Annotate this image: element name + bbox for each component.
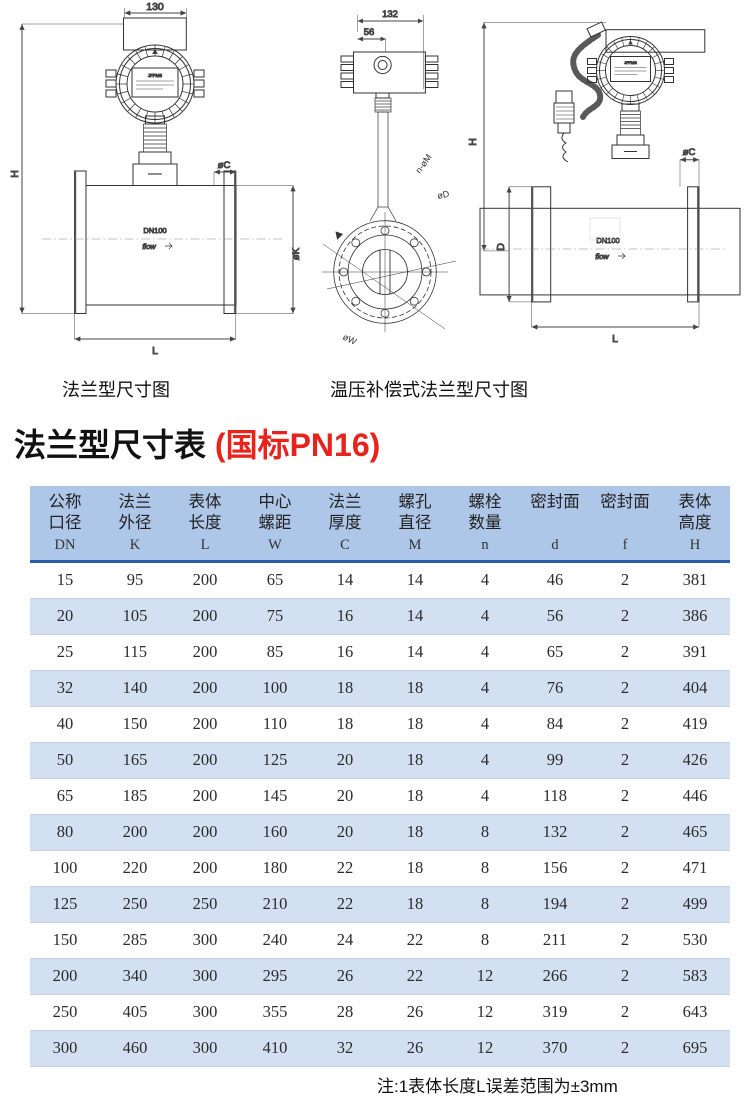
svg-text:JFPMS: JFPMS bbox=[624, 61, 637, 65]
svg-text:D: D bbox=[495, 243, 507, 251]
svg-text:n-øM: n-øM bbox=[413, 152, 433, 175]
svg-text:L: L bbox=[152, 345, 158, 357]
svg-text:DN100: DN100 bbox=[143, 226, 166, 235]
svg-text:øC: øC bbox=[218, 160, 231, 171]
svg-text:56: 56 bbox=[364, 27, 375, 38]
svg-text:øW: øW bbox=[341, 332, 358, 347]
svg-text:L: L bbox=[612, 333, 618, 345]
svg-text:H: H bbox=[9, 170, 21, 178]
svg-text:øD: øD bbox=[436, 189, 450, 201]
svg-text:132: 132 bbox=[382, 9, 398, 20]
svg-text:H: H bbox=[467, 138, 479, 146]
svg-text:øK: øK bbox=[291, 247, 302, 260]
svg-text:JFPMS: JFPMS bbox=[148, 73, 162, 78]
svg-text:DN100: DN100 bbox=[596, 236, 619, 245]
svg-text:øC: øC bbox=[683, 147, 696, 158]
svg-text:flow: flow bbox=[142, 242, 156, 251]
svg-text:130: 130 bbox=[146, 2, 164, 13]
svg-text:flow: flow bbox=[595, 252, 609, 261]
